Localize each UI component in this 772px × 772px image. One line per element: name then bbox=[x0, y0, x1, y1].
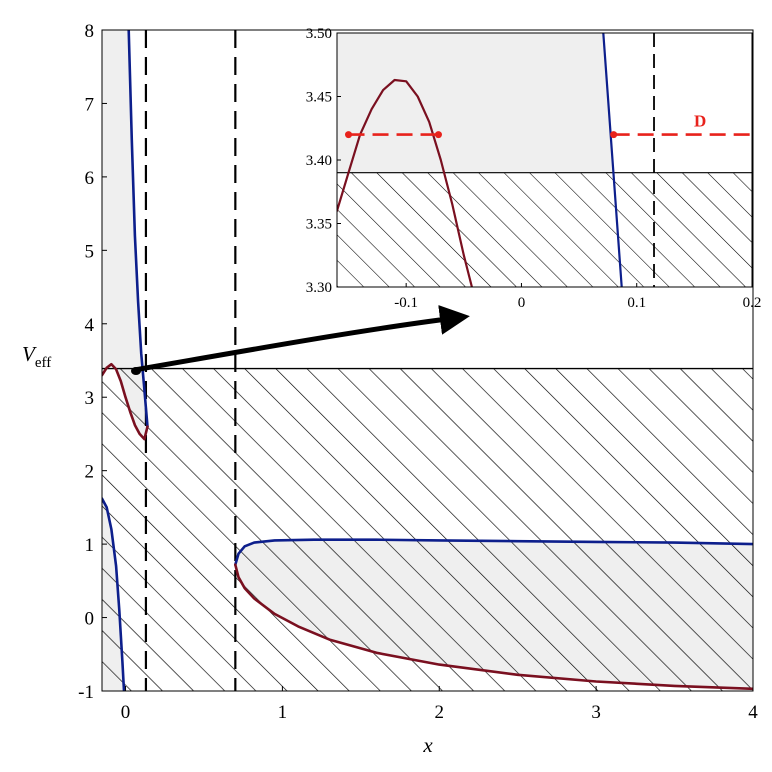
forbidden-region-top-left bbox=[102, 30, 148, 440]
series-line bbox=[102, 497, 126, 691]
main-plot: 0 1 2 3 4 -1 0 1 2 3 4 5 6 7 8 x Veff bbox=[22, 21, 758, 757]
series-line bbox=[127, 30, 149, 428]
main-x-tick-labels: 0 1 2 3 4 bbox=[121, 686, 758, 723]
y-tick-label: 1 bbox=[85, 535, 95, 556]
inset-x-tick-label: 0 bbox=[518, 295, 526, 311]
y-axis-label-main: V bbox=[22, 342, 37, 366]
inset-shading bbox=[337, 33, 752, 287]
hatch-area bbox=[102, 368, 753, 691]
inset-y-tick-label: 3.35 bbox=[306, 217, 332, 233]
main-series bbox=[102, 30, 753, 691]
y-tick-label: 5 bbox=[85, 241, 95, 262]
zoom-arrow bbox=[131, 304, 470, 375]
inset-plot: -0.1 0 0.1 0.2 3.30 3.35 3.40 3.45 3.50 D bbox=[306, 26, 762, 311]
y-tick-label: 3 bbox=[85, 388, 95, 409]
y-tick-label: 8 bbox=[85, 21, 95, 42]
x-tick-label: 1 bbox=[278, 702, 288, 723]
inset-x-tick-label: 0.2 bbox=[743, 295, 762, 311]
x-tick-label: 4 bbox=[748, 702, 758, 723]
y-tick-label: 7 bbox=[85, 94, 95, 115]
inset-hatch-area bbox=[337, 172, 752, 287]
inset-level-line bbox=[345, 131, 752, 139]
y-tick-label: 4 bbox=[85, 315, 95, 336]
y-axis-label: Veff bbox=[22, 342, 51, 371]
inset-x-tick-label: 0.1 bbox=[627, 295, 646, 311]
turning-point bbox=[434, 131, 442, 139]
inset-y-tick-labels: 3.30 3.35 3.40 3.45 3.50 bbox=[306, 26, 341, 296]
hatched-region bbox=[102, 367, 753, 691]
series-line bbox=[234, 563, 753, 691]
turning-point bbox=[345, 131, 353, 139]
x-tick-label: 0 bbox=[121, 702, 131, 723]
x-tick-label: 2 bbox=[435, 702, 445, 723]
x-tick-label: 3 bbox=[591, 702, 601, 723]
main-y-tick-labels: -1 0 1 2 3 4 5 6 7 8 bbox=[78, 21, 107, 703]
x-axis-label: x bbox=[422, 733, 433, 757]
vertical-dashed-lines bbox=[144, 30, 237, 691]
inset-y-tick-label: 3.45 bbox=[306, 90, 332, 106]
inset-series-line bbox=[602, 33, 623, 287]
y-axis-label-subscript: eff bbox=[35, 355, 51, 371]
inset-x-tick-labels: -0.1 0 0.1 0.2 bbox=[394, 283, 761, 311]
series-line bbox=[234, 538, 753, 566]
y-tick-label: 6 bbox=[85, 168, 95, 189]
y-tick-label: -1 bbox=[78, 682, 94, 703]
inset-y-tick-label: 3.30 bbox=[306, 280, 332, 296]
turning-point bbox=[610, 131, 618, 139]
main-plot-frame bbox=[101, 29, 754, 692]
series-line bbox=[102, 362, 149, 441]
y-tick-label: 0 bbox=[85, 609, 95, 630]
level-annotation-D: D bbox=[694, 112, 706, 131]
y-tick-label: 2 bbox=[85, 462, 95, 483]
inset-hatched-region bbox=[337, 172, 752, 287]
inset-y-tick-label: 3.40 bbox=[306, 153, 332, 169]
inset-y-tick-label: 3.50 bbox=[306, 26, 332, 42]
inset-x-tick-label: -0.1 bbox=[394, 295, 418, 311]
